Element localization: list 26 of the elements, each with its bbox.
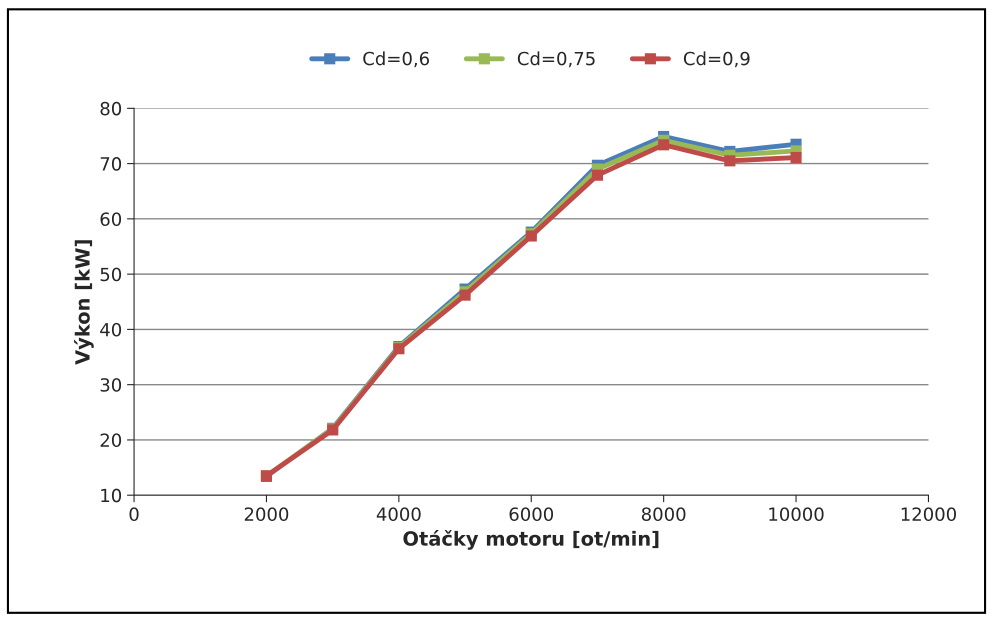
y-tick-label: 60 <box>100 212 122 226</box>
point <box>724 155 736 166</box>
point <box>790 152 802 164</box>
point <box>592 170 604 181</box>
legend-label: Cd=0,9 <box>684 51 750 68</box>
y-tick-label: 50 <box>100 268 122 282</box>
x-tick-label: 6000 <box>510 507 554 521</box>
x-tick-label: 4000 <box>376 507 421 521</box>
x-tick-label: 8000 <box>642 507 686 521</box>
y-axis-title: Výkon [kW] <box>74 240 94 365</box>
x-tick-label: 12000 <box>902 507 956 521</box>
x-tick-label: 2000 <box>244 507 288 521</box>
y-tick-label: 10 <box>101 488 122 502</box>
y-tick-label: 20 <box>100 433 122 448</box>
legend-label: Cd=0,75 <box>518 51 595 68</box>
y-tick-label: 70 <box>100 157 122 171</box>
legend-label: Cd=0,6 <box>363 51 430 68</box>
y-tick-label: 30 <box>100 378 122 392</box>
x-tick-label: 10000 <box>769 507 824 521</box>
point <box>460 290 471 301</box>
point <box>526 230 537 242</box>
x-axis-title: Otáčky motoru [ot/min] <box>403 530 658 550</box>
y-tick-label: 80 <box>100 102 122 116</box>
point <box>658 139 670 150</box>
y-tick-label: 40 <box>100 322 122 337</box>
x-tick-label: 0 <box>130 507 139 521</box>
